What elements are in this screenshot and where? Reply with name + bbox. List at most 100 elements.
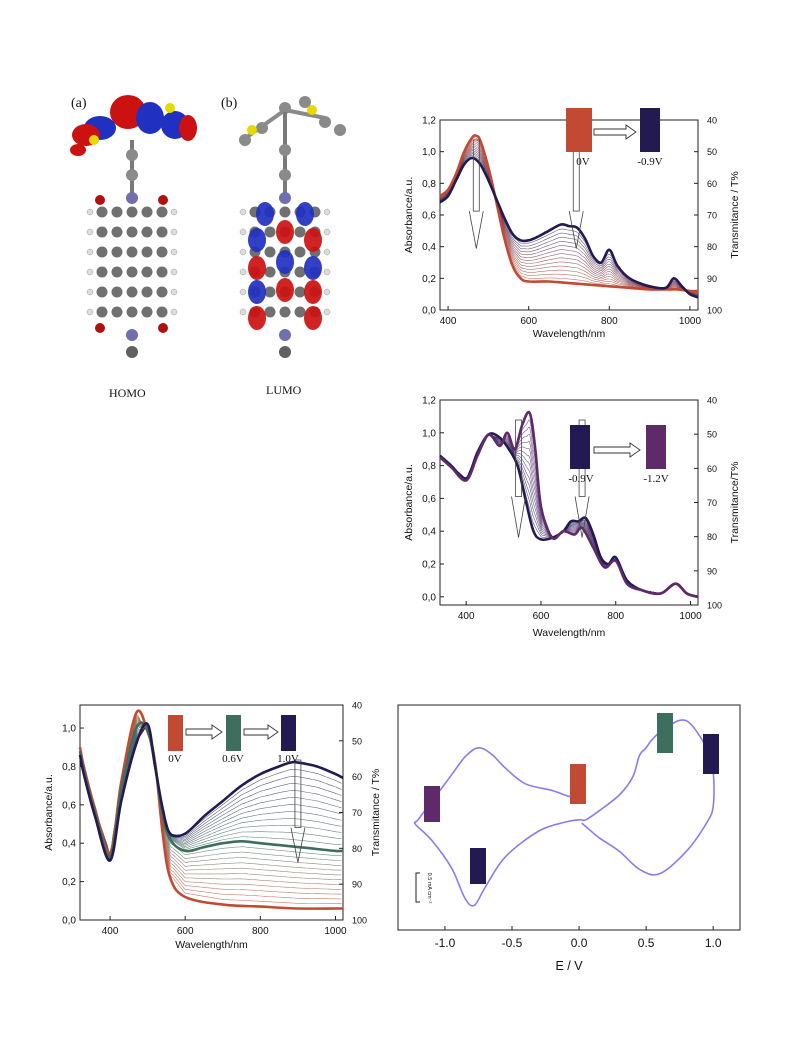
x-tick-label: 600 bbox=[177, 926, 194, 937]
change-arrow-head bbox=[290, 827, 306, 863]
y2-axis-label: Transmitance / T% bbox=[729, 171, 741, 259]
orbital-lobe bbox=[256, 202, 274, 226]
y2-tick-label: 50 bbox=[352, 736, 362, 746]
state-color-swatch bbox=[226, 715, 241, 751]
x-tick-label: 800 bbox=[252, 926, 269, 937]
x-tick-label: 600 bbox=[533, 611, 550, 622]
x-tick-label: 400 bbox=[458, 611, 475, 622]
hydrogen-atom bbox=[86, 248, 94, 256]
x-axis-label: Wavelength/nm bbox=[533, 328, 606, 340]
hydrogen-atom bbox=[170, 268, 178, 276]
y-tick-label: 0,2 bbox=[422, 560, 436, 571]
carbon-atom bbox=[96, 286, 108, 298]
hydrogen-atom bbox=[239, 288, 247, 296]
state-voltage-label: -1.2V bbox=[643, 473, 668, 485]
x-tick-label: 800 bbox=[607, 611, 624, 622]
state-color-swatch bbox=[570, 425, 590, 469]
carbon-atom bbox=[141, 286, 153, 298]
cv-plot-frame bbox=[397, 704, 741, 931]
x-tick-label: 400 bbox=[440, 316, 457, 327]
y2-tick-label: 70 bbox=[707, 211, 717, 221]
transition-arrow bbox=[593, 124, 637, 140]
hydrogen-atom bbox=[86, 228, 94, 236]
carbon-atom bbox=[111, 266, 123, 278]
y-axis-label: Absorbance/a.u. bbox=[403, 464, 415, 540]
state-color-swatch bbox=[640, 108, 660, 152]
carbon-atom bbox=[294, 306, 306, 318]
hydrogen-atom bbox=[86, 308, 94, 316]
intermediate-spectrum bbox=[439, 150, 699, 296]
transition-arrow bbox=[185, 724, 223, 740]
y-tick-label: 0,6 bbox=[422, 494, 436, 505]
state-voltage-label: 1.0V bbox=[277, 753, 299, 765]
carbon-atom bbox=[111, 246, 123, 258]
y2-tick-label: 90 bbox=[352, 880, 362, 890]
y2-tick-label: 100 bbox=[352, 916, 367, 926]
hydrogen-atom bbox=[239, 268, 247, 276]
scale-bar-label: 0.5 mA cm⁻² bbox=[426, 873, 432, 904]
series-line bbox=[78, 721, 344, 859]
y2-tick-label: 80 bbox=[707, 532, 717, 542]
y-tick-label: 0,6 bbox=[62, 800, 76, 811]
hydrogen-atom bbox=[323, 248, 331, 256]
x-tick-label: 0.5 bbox=[638, 936, 655, 950]
carbon-atom bbox=[111, 206, 123, 218]
state-color-swatch bbox=[470, 848, 486, 884]
hydrogen-atom bbox=[86, 288, 94, 296]
state-voltage-label: -0.9V bbox=[568, 473, 593, 485]
carbon-atom bbox=[111, 226, 123, 238]
y-tick-label: 0,4 bbox=[62, 839, 76, 850]
hydrogen-atom bbox=[86, 268, 94, 276]
hydrogen-atom bbox=[170, 228, 178, 236]
carbon-atom bbox=[156, 306, 168, 318]
orbital-lobe bbox=[248, 280, 266, 304]
series-line bbox=[439, 134, 699, 293]
y2-tick-label: 50 bbox=[707, 430, 717, 440]
y-tick-label: 1,0 bbox=[62, 724, 76, 735]
carbon-atom bbox=[279, 206, 291, 218]
cv-chart: -1.0 -0.5 0.0 0.5 1.0 E / V 0.5 mA cm⁻² bbox=[397, 704, 741, 973]
change-arrow-marker bbox=[294, 759, 302, 828]
y-tick-label: 1,2 bbox=[422, 396, 436, 407]
homo-molecule bbox=[70, 95, 197, 358]
intermediate-spectrum bbox=[439, 151, 699, 296]
transition-arrow bbox=[243, 724, 279, 740]
x-tick-label: 0.0 bbox=[571, 936, 588, 950]
carbon-atom bbox=[96, 226, 108, 238]
hydrogen-atom bbox=[239, 308, 247, 316]
change-arrow-head bbox=[511, 496, 526, 538]
y-tick-label: 0,2 bbox=[422, 274, 436, 285]
carbon-atom bbox=[264, 266, 276, 278]
y2-tick-label: 100 bbox=[707, 601, 722, 611]
carbon-atom bbox=[111, 286, 123, 298]
y-tick-label: 0,0 bbox=[62, 916, 76, 927]
y2-tick-label: 100 bbox=[707, 306, 722, 316]
y2-axis-label: Transmitance/T% bbox=[729, 462, 741, 544]
x-tick-label: 1000 bbox=[679, 611, 702, 622]
y2-tick-label: 60 bbox=[707, 464, 717, 474]
carbon-atom bbox=[96, 266, 108, 278]
carbon-atom bbox=[111, 306, 123, 318]
cv-curve bbox=[413, 719, 715, 907]
state-color-swatch bbox=[570, 764, 586, 804]
orbital-lobe bbox=[136, 102, 164, 134]
hydrogen-atom bbox=[323, 308, 331, 316]
hydrogen-atom bbox=[170, 248, 178, 256]
carbon-atom bbox=[96, 246, 108, 258]
series-line bbox=[439, 410, 699, 599]
lumo-label: LUMO bbox=[266, 383, 302, 397]
current-scale-bar bbox=[415, 872, 420, 903]
orbital-lobe bbox=[248, 256, 266, 280]
orbital-lobe bbox=[276, 220, 294, 244]
hydrogen-atom bbox=[86, 208, 94, 216]
carbon-atom bbox=[126, 246, 138, 258]
carbon-atom bbox=[294, 286, 306, 298]
orbital-lobe bbox=[276, 250, 294, 274]
y2-tick-label: 60 bbox=[352, 772, 362, 782]
y2-tick-label: 60 bbox=[707, 179, 717, 189]
spectro-bottom-chart: 400 600 800 1000 0,0 0,2 0,4 0,6 0,8 1,0 100 90 80 70… bbox=[43, 701, 382, 952]
transition-arrow bbox=[593, 442, 641, 458]
carbon-atom bbox=[294, 226, 306, 238]
orbital-lobe bbox=[276, 278, 294, 302]
